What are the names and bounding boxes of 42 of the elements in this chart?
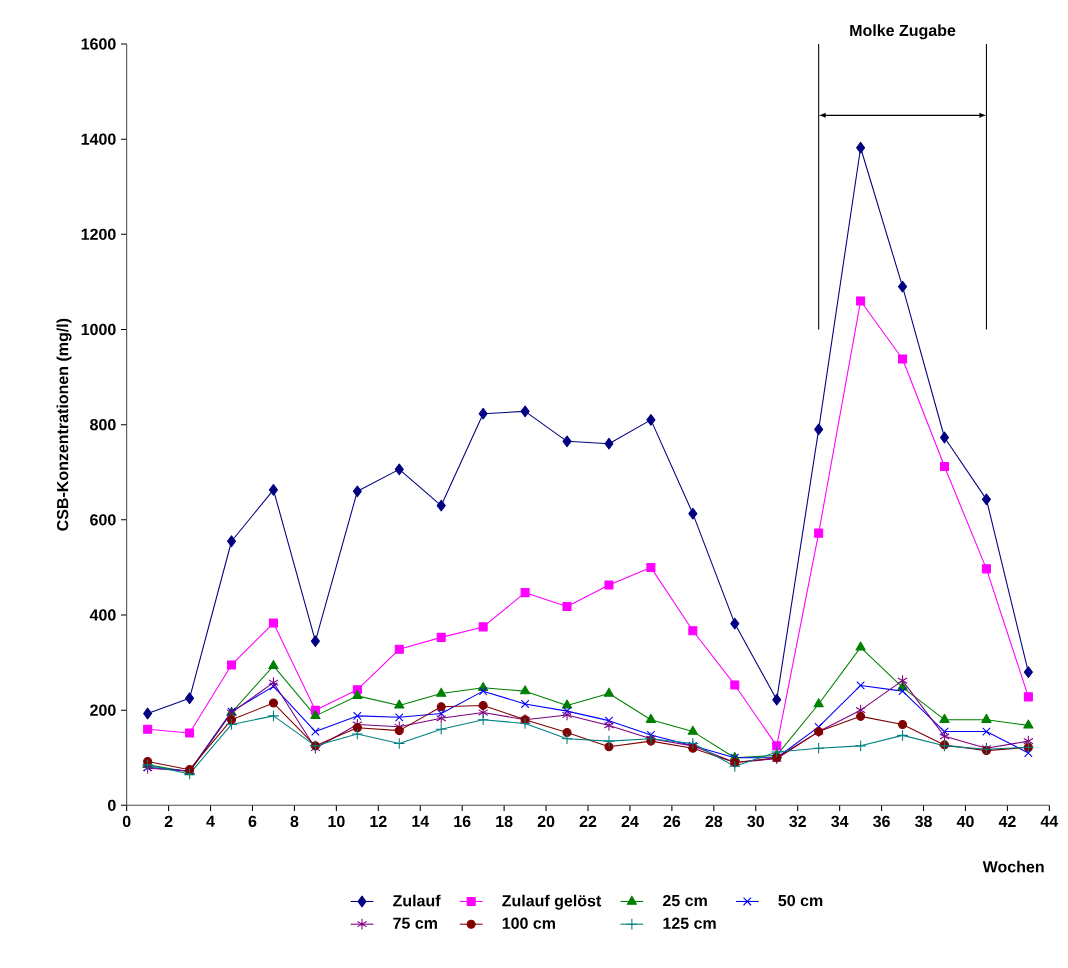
x-tick-label: 20 (537, 815, 555, 828)
legend-label: 25 cm (663, 894, 707, 907)
x-tick-label: 36 (873, 815, 890, 828)
x-tick-label: 42 (998, 815, 1016, 827)
x-tick-label: 40 (956, 815, 974, 828)
x-tick-label: 16 (454, 815, 471, 828)
x-tick-label: 8 (290, 815, 299, 828)
x-tick-label: 44 (1040, 815, 1059, 827)
x-tick-label: 26 (663, 815, 681, 828)
x-tick-label: 28 (705, 815, 723, 828)
y-tick-label: 0 (107, 799, 116, 811)
x-tick-label: 34 (831, 815, 849, 828)
x-tick-label: 10 (328, 815, 345, 828)
legend-label: Zulauf gelöst (502, 894, 602, 910)
x-axis-title: Wochen (982, 860, 1044, 873)
x-tick-label: 24 (621, 815, 639, 827)
x-tick-label: 12 (370, 815, 387, 827)
x-tick-label: 2 (164, 815, 173, 827)
y-tick-label: 200 (90, 704, 116, 716)
x-tick-label: 4 (206, 815, 215, 827)
y-tick-label: 1000 (81, 323, 116, 336)
legend-label: 50 cm (778, 894, 823, 907)
y-tick-label: 1200 (81, 228, 116, 240)
legend-label: 75 cm (393, 917, 437, 929)
x-tick-label: 18 (496, 815, 513, 828)
y-tick-label: 1600 (81, 38, 116, 50)
x-tick-label: 22 (579, 815, 597, 827)
y-axis-title: CSB-Konzentrationen (mg/l) (56, 318, 72, 531)
y-tick-label: 1400 (81, 133, 116, 145)
legend-label: 100 cm (502, 917, 555, 929)
legend-label: Zulauf (393, 894, 441, 907)
y-tick-label: 600 (90, 514, 116, 526)
x-tick-label: 6 (248, 815, 257, 828)
text: Molke Zugabe (850, 24, 956, 40)
y-tick-label: 800 (90, 419, 116, 431)
x-tick-label: 32 (789, 815, 806, 828)
x-tick-label: 38 (915, 815, 932, 828)
x-tick-label: 30 (747, 815, 764, 828)
y-tick-label: 400 (89, 609, 116, 621)
legend-label: 125 cm (663, 917, 716, 929)
x-tick-label: 14 (412, 815, 430, 827)
x-tick-label: 0 (122, 815, 131, 828)
